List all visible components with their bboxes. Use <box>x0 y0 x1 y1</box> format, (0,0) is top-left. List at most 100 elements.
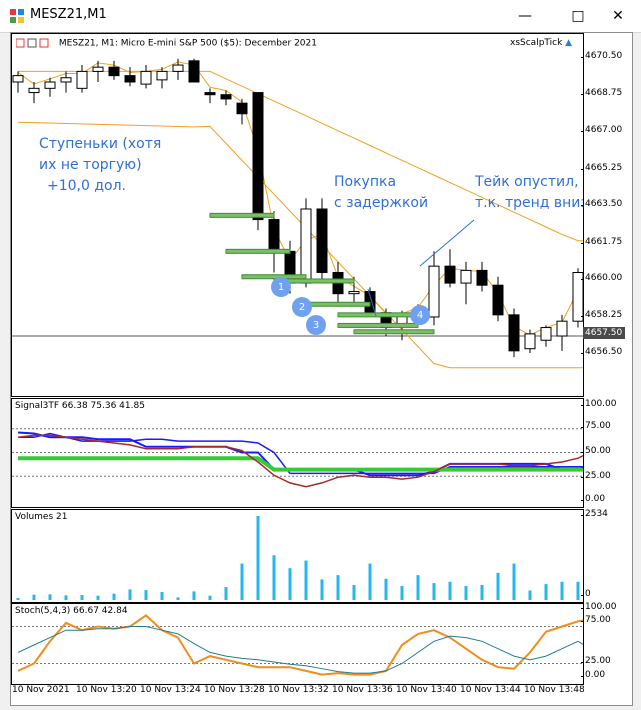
signal3tf-label: Signal3TF 66.38 75.36 41.85 <box>15 401 145 411</box>
candle-bear <box>252 92 264 221</box>
candle-bear <box>204 92 216 96</box>
signal-tick: 50.00 <box>581 446 611 456</box>
volume-bar <box>288 568 292 600</box>
candle-bull <box>28 87 40 94</box>
candle-bull <box>76 70 88 89</box>
volume-bar <box>16 598 20 600</box>
time-label: 10 Nov 13:36 <box>332 685 393 695</box>
candle-bull <box>60 77 72 83</box>
price-tick: 4670.50 <box>580 51 623 61</box>
minimize-button[interactable]: — <box>502 0 548 32</box>
candle-bull <box>428 265 440 318</box>
volume-bar <box>416 575 420 600</box>
candle-bear <box>236 102 248 115</box>
time-label: 10 Nov 13:44 <box>460 685 521 695</box>
stoch-tick: 0.00 <box>580 670 606 680</box>
volume-bar <box>112 593 116 600</box>
candle-bull <box>156 70 168 81</box>
stoch-tick: 100.00 <box>581 602 617 612</box>
volumes-canvas <box>16 516 580 600</box>
volume-bar <box>224 587 228 600</box>
maximize-button[interactable]: □ <box>555 0 601 32</box>
candle-bear <box>444 265 456 284</box>
volume-bar <box>528 590 532 600</box>
candle-bull <box>556 320 568 337</box>
annotation-steps-line2: их не торгую) <box>39 157 142 173</box>
stochastic-pane[interactable]: Stoch(5,4,3) 66.67 42.84 <box>11 603 584 685</box>
price-tick: 4658.25 <box>580 310 623 320</box>
signal3tf-pane[interactable]: Signal3TF 66.38 75.36 41.85 <box>11 398 584 508</box>
volume-bar <box>80 595 84 600</box>
candle-bull <box>460 269 472 284</box>
time-axis[interactable]: 10 Nov 2021 10 Nov 13:20 10 Nov 13:24 10… <box>11 683 632 703</box>
signal-tick: 25.00 <box>581 471 611 481</box>
price-tick: 4665.25 <box>580 163 623 173</box>
time-label: 10 Nov 13:32 <box>268 685 329 695</box>
candle-bear <box>220 94 232 100</box>
signal-tick: 0.00 <box>580 494 606 504</box>
volume-bar <box>128 589 132 600</box>
volume-bar <box>192 591 196 600</box>
volume-bar <box>208 595 212 600</box>
volume-bar <box>512 563 516 600</box>
annotation-take-line2: т.к. тренд вниз <box>475 195 584 211</box>
volume-bar <box>368 563 372 600</box>
badge-4: 4 <box>410 305 430 325</box>
volume-bar <box>432 583 436 600</box>
price-chart-pane[interactable]: MESZ21, M1: Micro E-mini S&P 500 ($5): D… <box>11 33 584 397</box>
annotation-buy: Покупка с задержкой <box>334 172 428 214</box>
app-logo-icon <box>10 9 24 23</box>
annotation-buy-line2: с задержкой <box>334 195 429 211</box>
annotation-buy-line1: Покупка <box>334 174 397 190</box>
volume-bar <box>480 585 484 600</box>
current-price-tag: 4657.50 <box>583 327 625 339</box>
close-button[interactable]: ✕ <box>595 0 641 32</box>
candle-bear <box>316 208 328 274</box>
volume-bar <box>384 578 388 600</box>
chart-symbol-description: MESZ21, M1: Micro E-mini S&P 500 ($5): D… <box>58 38 317 49</box>
price-axis[interactable]: 4670.50 4668.75 4667.00 4665.25 4663.50 … <box>580 33 632 395</box>
candle-bear <box>188 60 200 83</box>
signal-tick: 100.00 <box>581 399 617 409</box>
step-level <box>353 329 435 335</box>
step-level <box>225 248 291 254</box>
minimize-icon: — <box>518 8 532 24</box>
step-level <box>305 301 371 307</box>
stoch-tick: 75.00 <box>581 615 611 625</box>
candle-bull <box>300 208 312 284</box>
volume-bar <box>544 584 548 600</box>
window-titlebar: MESZ21,M1 — □ ✕ <box>0 0 641 33</box>
time-label: 10 Nov 13:28 <box>204 685 265 695</box>
volumes-pane[interactable]: Volumes 21 <box>11 509 584 603</box>
annotation-buy-pointer <box>367 288 377 317</box>
time-label: 10 Nov 13:24 <box>140 685 201 695</box>
signal-series-line2 <box>18 432 583 475</box>
price-tick: 4667.00 <box>580 125 623 135</box>
price-tick: 4660.00 <box>580 273 623 283</box>
signal3tf-canvas <box>12 428 583 488</box>
annotation-steps-line3: +10,0 дол. <box>47 178 126 194</box>
time-label: 10 Nov 13:20 <box>76 685 137 695</box>
signal-series-line3 <box>18 456 583 472</box>
volume-bar <box>304 560 308 600</box>
volume-bar <box>448 581 452 600</box>
annotation-take-pointer <box>419 219 475 267</box>
volume-bar <box>496 572 500 600</box>
volume-bar <box>560 581 564 600</box>
volume-bar <box>320 579 324 600</box>
candle-bear <box>268 219 280 252</box>
volume-bar <box>336 575 340 600</box>
annotation-steps: Ступеньки (хотя их не торгую) +10,0 дол. <box>39 134 161 197</box>
graduation-cap-icon: ▲ <box>565 38 573 48</box>
step-level <box>337 322 419 328</box>
signal-series-line4 <box>17 434 583 488</box>
volume-tick: 0 <box>581 589 591 599</box>
volume-bar <box>48 594 52 600</box>
volume-bar <box>576 581 580 600</box>
candle-bear <box>124 75 136 83</box>
volume-bar <box>400 586 404 600</box>
volume-bar <box>160 592 164 600</box>
stochastic-canvas <box>12 614 583 676</box>
expert-advisor-label[interactable]: xsScalpTick ▲ <box>510 38 572 48</box>
close-icon: ✕ <box>612 8 624 24</box>
